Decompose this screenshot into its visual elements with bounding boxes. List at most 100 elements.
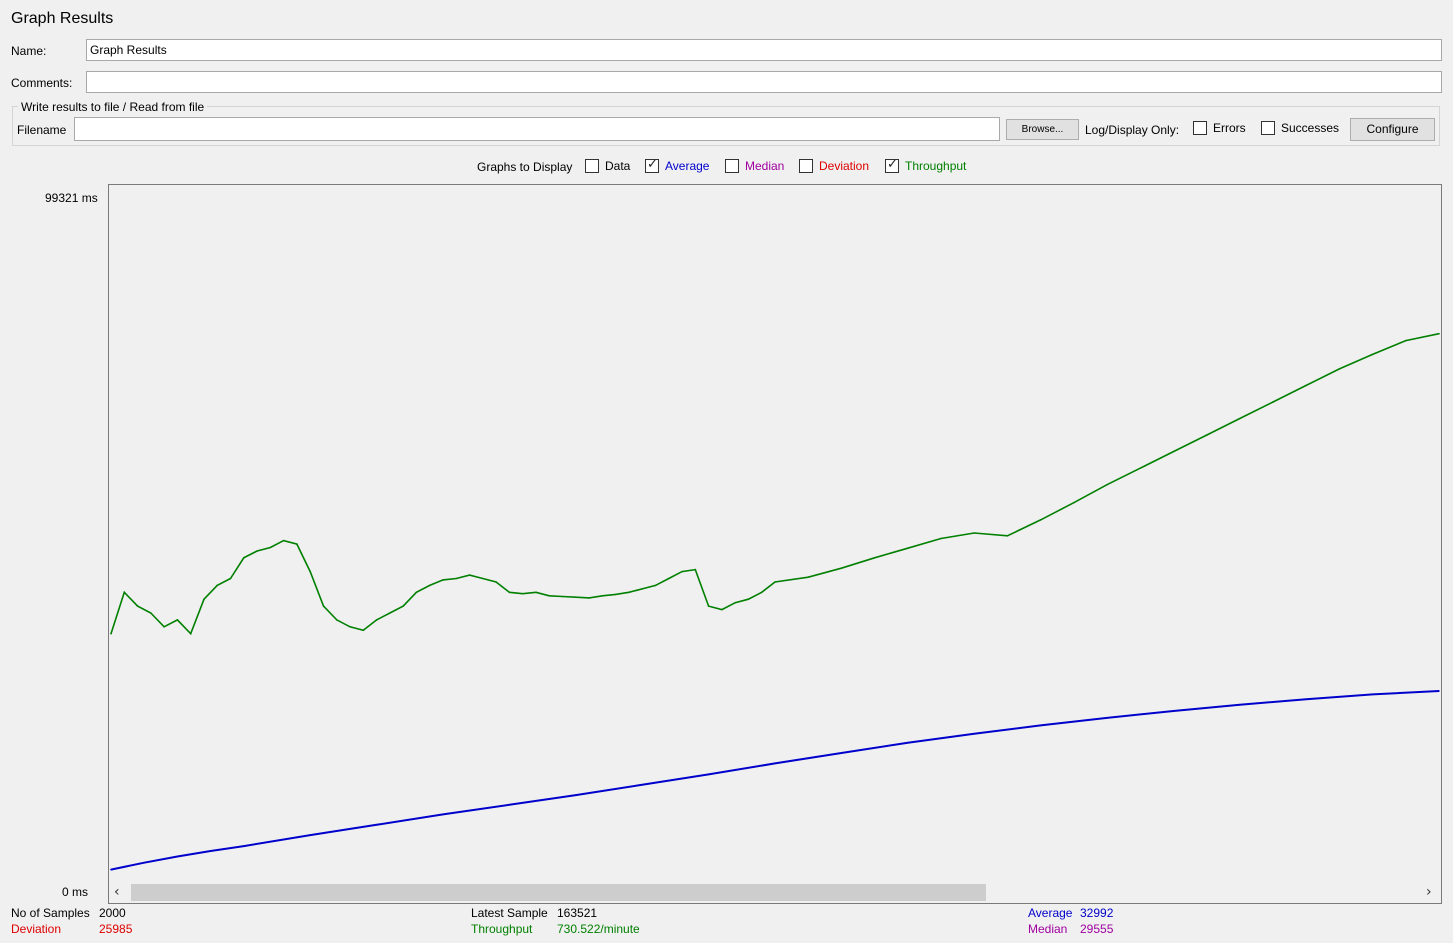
data-point-throughput (375, 619, 378, 621)
y-axis-min-label: 0 ms (62, 885, 89, 899)
data-point-throughput (1338, 368, 1341, 370)
data-point-throughput (1205, 434, 1208, 436)
data-point-throughput (110, 632, 112, 635)
data-point-throughput (840, 567, 843, 569)
data-point-throughput (760, 591, 763, 594)
filename-field[interactable] (74, 117, 1000, 141)
data-option-label: Data (605, 159, 631, 173)
data-point-average (641, 784, 643, 786)
successes-option[interactable]: Successes (1261, 121, 1339, 135)
data-point-throughput (1172, 450, 1175, 453)
data-point-average (442, 813, 444, 816)
data-point-throughput (940, 537, 942, 540)
data-point-throughput (322, 605, 325, 607)
data-point-average (1371, 693, 1374, 696)
graph-option-throughput[interactable]: Throughput (885, 157, 967, 173)
data-point-throughput (1139, 467, 1141, 470)
data-point-average (176, 855, 179, 858)
data-checkbox[interactable] (585, 159, 599, 173)
filename-label: Filename (17, 123, 67, 137)
data-point-throughput (482, 577, 484, 580)
name-field[interactable]: Graph Results (86, 39, 1442, 61)
data-point-throughput (309, 570, 311, 573)
data-point-throughput (575, 596, 577, 598)
data-point-average (209, 850, 212, 852)
data-point-throughput (203, 598, 205, 600)
comments-field[interactable] (86, 71, 1442, 93)
data-point-throughput (1006, 535, 1009, 537)
median-label: Median (1028, 922, 1068, 936)
data-point-throughput (362, 629, 365, 632)
data-point-throughput (1272, 401, 1274, 403)
samples-value: 2000 (99, 906, 126, 920)
scroll-left-icon[interactable]: ‹ (114, 884, 120, 900)
data-point-throughput (561, 595, 564, 598)
scrollbar-thumb[interactable] (131, 884, 986, 901)
data-point-throughput (163, 626, 165, 628)
data-point-average (840, 752, 843, 754)
deviation-checkbox[interactable] (799, 159, 813, 173)
data-point-average (707, 773, 710, 776)
comments-label: Comments: (11, 76, 73, 90)
series-line-average (110, 690, 1440, 871)
data-point-throughput (1239, 417, 1241, 420)
median-value: 29555 (1080, 922, 1114, 936)
data-point-throughput (907, 547, 909, 549)
file-group (12, 106, 1440, 146)
average-checkbox[interactable] (645, 157, 659, 173)
data-point-throughput (747, 598, 750, 600)
data-point-throughput (681, 570, 683, 573)
data-point-throughput (442, 579, 444, 581)
data-point-throughput (535, 591, 537, 594)
data-point-average (1106, 717, 1108, 719)
data-point-average (1039, 724, 1042, 727)
scroll-right-icon[interactable]: › (1426, 884, 1432, 900)
successes-checkbox[interactable] (1261, 121, 1275, 135)
panel-title: Graph Results (11, 10, 114, 27)
throughput-option-label: Throughput (905, 159, 967, 173)
errors-checkbox[interactable] (1193, 121, 1207, 135)
successes-label: Successes (1281, 121, 1340, 135)
data-point-throughput (1371, 353, 1374, 356)
data-point-average (375, 824, 378, 826)
data-point-throughput (521, 592, 524, 595)
data-point-throughput (774, 581, 776, 583)
data-point-average (1172, 710, 1175, 712)
browse-button[interactable]: Browse... (1006, 119, 1079, 140)
data-point-throughput (628, 591, 630, 594)
data-point-average (774, 762, 776, 765)
data-point-throughput (402, 605, 405, 607)
data-point-throughput (243, 557, 245, 559)
data-point-throughput (389, 612, 391, 614)
data-point-throughput (1438, 332, 1440, 335)
graph-option-data[interactable]: Data (585, 159, 630, 173)
graph-option-average[interactable]: Average (645, 157, 709, 173)
data-point-average (1239, 704, 1241, 706)
data-point-average (907, 741, 909, 744)
data-point-average (143, 861, 145, 864)
latest-sample-value: 163521 (557, 906, 598, 920)
data-point-throughput (296, 543, 298, 545)
data-point-throughput (641, 588, 643, 590)
median-checkbox[interactable] (725, 159, 739, 173)
data-point-throughput (336, 619, 338, 621)
y-axis-max-label: 99321 ms (45, 191, 98, 205)
data-point-average (243, 845, 245, 847)
data-point-average (973, 732, 975, 735)
data-point-throughput (269, 546, 272, 549)
data-point-average (309, 834, 311, 836)
configure-button[interactable]: Configure (1350, 118, 1435, 141)
data-point-throughput (721, 608, 723, 611)
data-point-average (1305, 698, 1307, 700)
data-point-throughput (1073, 501, 1075, 504)
data-point-throughput (428, 584, 431, 587)
throughput-checkbox[interactable] (885, 157, 899, 173)
graph-option-median[interactable]: Median (725, 159, 784, 173)
throughput-label: Throughput (471, 922, 533, 936)
errors-option[interactable]: Errors (1193, 121, 1246, 135)
data-point-average (508, 804, 511, 806)
data-point-throughput (1106, 483, 1108, 486)
data-point-throughput (415, 591, 418, 594)
data-point-throughput (1305, 384, 1307, 387)
graph-option-deviation[interactable]: Deviation (799, 159, 869, 173)
